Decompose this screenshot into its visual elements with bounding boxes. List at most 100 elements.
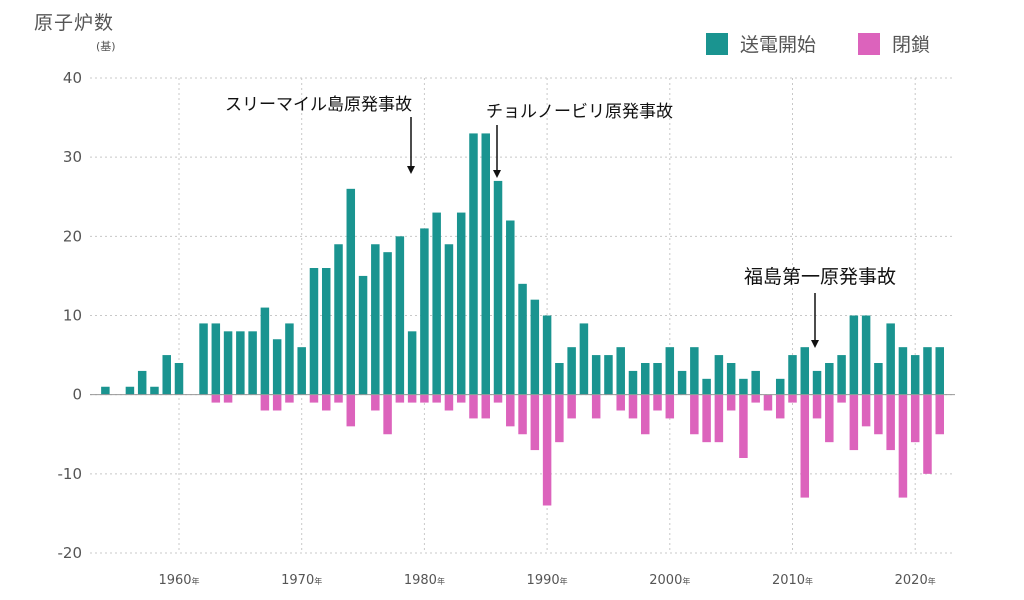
bar-start-1962 [199, 323, 208, 395]
legend-swatch-start [706, 32, 728, 55]
bar-closure-2016 [861, 394, 871, 427]
x-tick-label: 2010年 [772, 573, 813, 588]
bar-start-2003 [702, 378, 711, 395]
bar-start-1970 [297, 347, 306, 395]
annotation-chornobyl: チョルノービリ原発事故 [486, 102, 673, 122]
bar-start-1978 [395, 236, 405, 395]
bar-start-2010 [788, 355, 797, 395]
bar-start-1957 [137, 370, 147, 395]
bar-start-1994 [591, 355, 601, 395]
legend-label-start: 送電開始 [740, 34, 817, 56]
bar-start-1990 [542, 315, 552, 395]
bar-start-1954 [101, 386, 110, 395]
bar-start-2005 [726, 363, 736, 395]
bar-closure-1971 [309, 394, 319, 403]
bar-start-2019 [898, 347, 908, 395]
bar-start-1963 [211, 323, 221, 395]
bar-start-1996 [616, 347, 625, 395]
bar-closure-1997 [628, 394, 638, 419]
bar-closure-1964 [223, 394, 233, 403]
legend-swatch-closure [858, 32, 880, 55]
bar-closure-1967 [260, 394, 270, 411]
bar-closure-1969 [285, 394, 294, 403]
bar-start-2014 [837, 355, 846, 395]
annotation-fukushima: 福島第一原発事故 [744, 266, 897, 288]
bar-closure-2009 [775, 394, 785, 419]
x-tick-label: 2020年 [895, 573, 936, 588]
bar-closure-1974 [346, 394, 356, 427]
y-axis-title: 原子炉数 [34, 12, 115, 34]
bar-start-1956 [125, 386, 135, 395]
bar-start-1967 [260, 307, 270, 395]
bar-closure-1978 [395, 394, 405, 403]
bar-closure-1973 [334, 394, 343, 403]
legend-item-closure: 閉鎖 [858, 30, 930, 57]
bar-closure-1984 [469, 394, 478, 419]
bar-start-1980 [420, 228, 429, 395]
bar-closure-2018 [886, 394, 895, 451]
bar-start-1973 [334, 244, 343, 395]
bar-closure-2021 [923, 394, 932, 474]
bar-start-1969 [285, 323, 294, 395]
bar-start-1982 [444, 244, 454, 395]
bar-start-1965 [236, 331, 245, 395]
bar-start-1984 [469, 133, 478, 395]
y-tick-label: 40 [63, 69, 82, 87]
bar-start-1972 [321, 268, 331, 395]
bar-start-2004 [714, 355, 724, 395]
bar-start-2013 [825, 363, 834, 395]
bar-closure-1983 [456, 394, 466, 403]
bar-start-1998 [641, 363, 650, 395]
bar-closure-2007 [751, 394, 760, 403]
bar-start-1999 [653, 363, 662, 395]
bar-closure-2005 [726, 394, 736, 411]
y-tick-label: 10 [63, 307, 82, 325]
bar-closure-2011 [800, 394, 810, 498]
y-tick-label: 30 [63, 148, 82, 166]
x-tick-label: 1960年 [158, 573, 199, 588]
bar-closure-1987 [506, 394, 515, 427]
bar-start-2001 [677, 370, 687, 395]
bar-closure-1985 [481, 394, 490, 419]
x-tick-label: 1990年 [527, 573, 568, 588]
bar-closure-1992 [567, 394, 576, 419]
bar-start-1989 [530, 299, 540, 395]
bar-start-2006 [739, 378, 748, 395]
bar-closure-2002 [690, 394, 699, 435]
bar-closure-2019 [898, 394, 908, 498]
bar-start-1993 [579, 323, 589, 395]
x-tick-label: 2000年 [649, 573, 690, 588]
bar-start-1997 [628, 370, 638, 395]
bar-closure-2003 [702, 394, 711, 443]
bar-start-2011 [800, 347, 810, 395]
bar-closure-1963 [211, 394, 221, 403]
bar-start-1988 [518, 283, 527, 395]
bar-closure-2008 [763, 394, 773, 411]
y-tick-label: -10 [58, 465, 83, 483]
bar-start-2022 [935, 347, 944, 395]
bar-start-2015 [849, 315, 859, 395]
y-axis-unit: (基) [96, 40, 116, 53]
bar-closure-1979 [407, 394, 417, 403]
bar-closure-1991 [555, 394, 564, 443]
bar-start-2021 [923, 347, 932, 395]
bar-start-1975 [358, 275, 368, 395]
bar-closure-2006 [739, 394, 748, 458]
bar-start-1977 [383, 252, 392, 395]
bar-closure-1996 [616, 394, 625, 411]
bar-start-2000 [665, 347, 675, 395]
bar-closure-1976 [371, 394, 380, 411]
legend-item-start: 送電開始 [706, 30, 816, 57]
bar-start-2017 [874, 363, 883, 395]
bar-start-2002 [690, 347, 699, 395]
bar-closure-2020 [910, 394, 920, 443]
bar-start-1992 [567, 347, 576, 395]
bar-start-2007 [751, 370, 760, 395]
bar-start-1985 [481, 133, 490, 395]
bar-closure-2004 [714, 394, 724, 443]
bar-closure-2022 [935, 394, 944, 435]
legend-label-closure: 閉鎖 [892, 34, 931, 56]
bar-closure-2014 [837, 394, 846, 403]
bar-start-1959 [162, 355, 171, 395]
bar-start-1981 [432, 212, 441, 395]
